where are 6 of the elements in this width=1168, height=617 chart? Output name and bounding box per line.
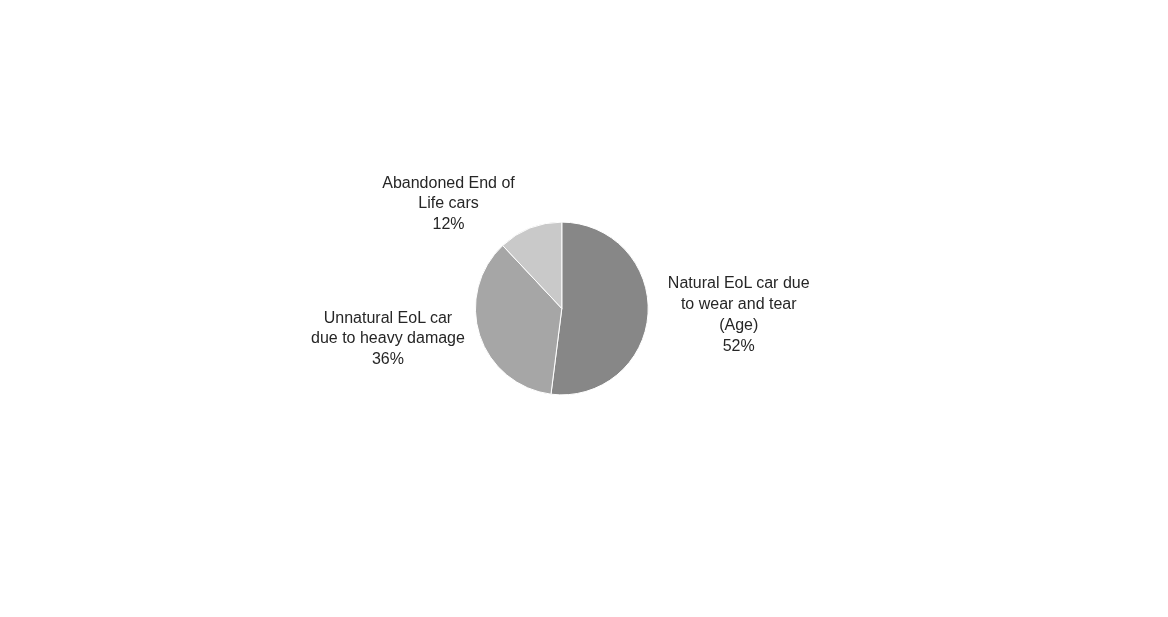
slice-label: Natural EoL car due to wear and tear (Age)	[667, 274, 810, 333]
slice-label: Unnatural EoL car due to heavy damage	[311, 308, 466, 347]
data-label: 36%	[371, 350, 404, 368]
data-label: 52%	[722, 336, 755, 354]
slice-label: Abandoned End of Life cars	[382, 173, 516, 212]
data-label: 12%	[432, 215, 465, 233]
